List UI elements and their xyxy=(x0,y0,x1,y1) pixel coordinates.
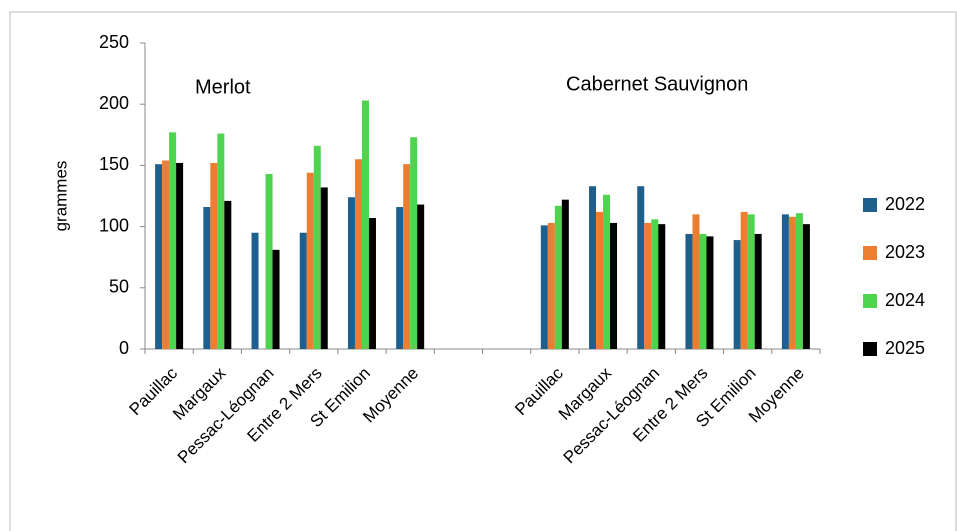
y-axis-label: grammes xyxy=(51,161,70,232)
bar xyxy=(410,137,418,349)
legend-swatch xyxy=(863,198,877,212)
bar xyxy=(217,133,225,349)
bar xyxy=(706,236,714,349)
bar xyxy=(176,162,184,349)
bar xyxy=(644,222,652,349)
y-tick-label: 250 xyxy=(99,32,129,52)
bar xyxy=(561,199,569,349)
bar xyxy=(361,100,369,349)
y-tick-label: 50 xyxy=(109,277,129,297)
bar xyxy=(224,200,232,349)
bar xyxy=(547,222,555,349)
bar xyxy=(754,233,762,349)
bar xyxy=(265,173,273,349)
bar xyxy=(685,233,693,349)
bar xyxy=(320,187,328,349)
bar xyxy=(396,207,404,349)
bar xyxy=(313,145,321,349)
bar xyxy=(210,162,218,349)
bar xyxy=(740,211,748,349)
bar xyxy=(368,218,376,349)
bar xyxy=(403,164,411,349)
y-tick-label: 100 xyxy=(99,215,129,235)
bar xyxy=(596,211,604,349)
y-tick-label: 0 xyxy=(119,338,129,358)
bar xyxy=(658,224,666,349)
bar xyxy=(733,240,741,349)
bar xyxy=(251,232,259,349)
bar xyxy=(699,233,707,349)
bar xyxy=(788,216,796,349)
bar xyxy=(781,214,789,349)
bar xyxy=(155,164,163,349)
bar xyxy=(306,172,314,349)
bar xyxy=(169,132,177,349)
frame xyxy=(9,11,957,531)
bar xyxy=(540,225,548,349)
legend-label: 2023 xyxy=(885,242,925,262)
annotation: Cabernet Sauvignon xyxy=(566,73,748,95)
y-tick-label: 150 xyxy=(99,154,129,174)
legend-label: 2025 xyxy=(885,338,925,358)
bar xyxy=(603,194,611,349)
bar xyxy=(162,160,170,349)
legend-swatch xyxy=(863,294,877,308)
bar xyxy=(417,204,425,349)
bar xyxy=(802,224,810,349)
bar xyxy=(637,186,645,349)
legend-label: 2022 xyxy=(885,194,925,214)
bar xyxy=(272,249,280,349)
bar xyxy=(589,186,597,349)
bar xyxy=(747,214,755,349)
legend-swatch xyxy=(863,342,877,356)
bar xyxy=(554,205,562,349)
bar xyxy=(795,213,803,349)
legend-label: 2024 xyxy=(885,290,925,310)
bar xyxy=(299,232,307,349)
bar xyxy=(354,159,362,349)
bar xyxy=(347,197,355,349)
bar xyxy=(692,214,700,349)
bar xyxy=(610,222,618,349)
bar xyxy=(651,219,659,349)
annotation: Merlot xyxy=(195,76,251,98)
y-tick-label: 200 xyxy=(99,93,129,113)
legend-swatch xyxy=(863,246,877,260)
bar xyxy=(203,207,211,349)
